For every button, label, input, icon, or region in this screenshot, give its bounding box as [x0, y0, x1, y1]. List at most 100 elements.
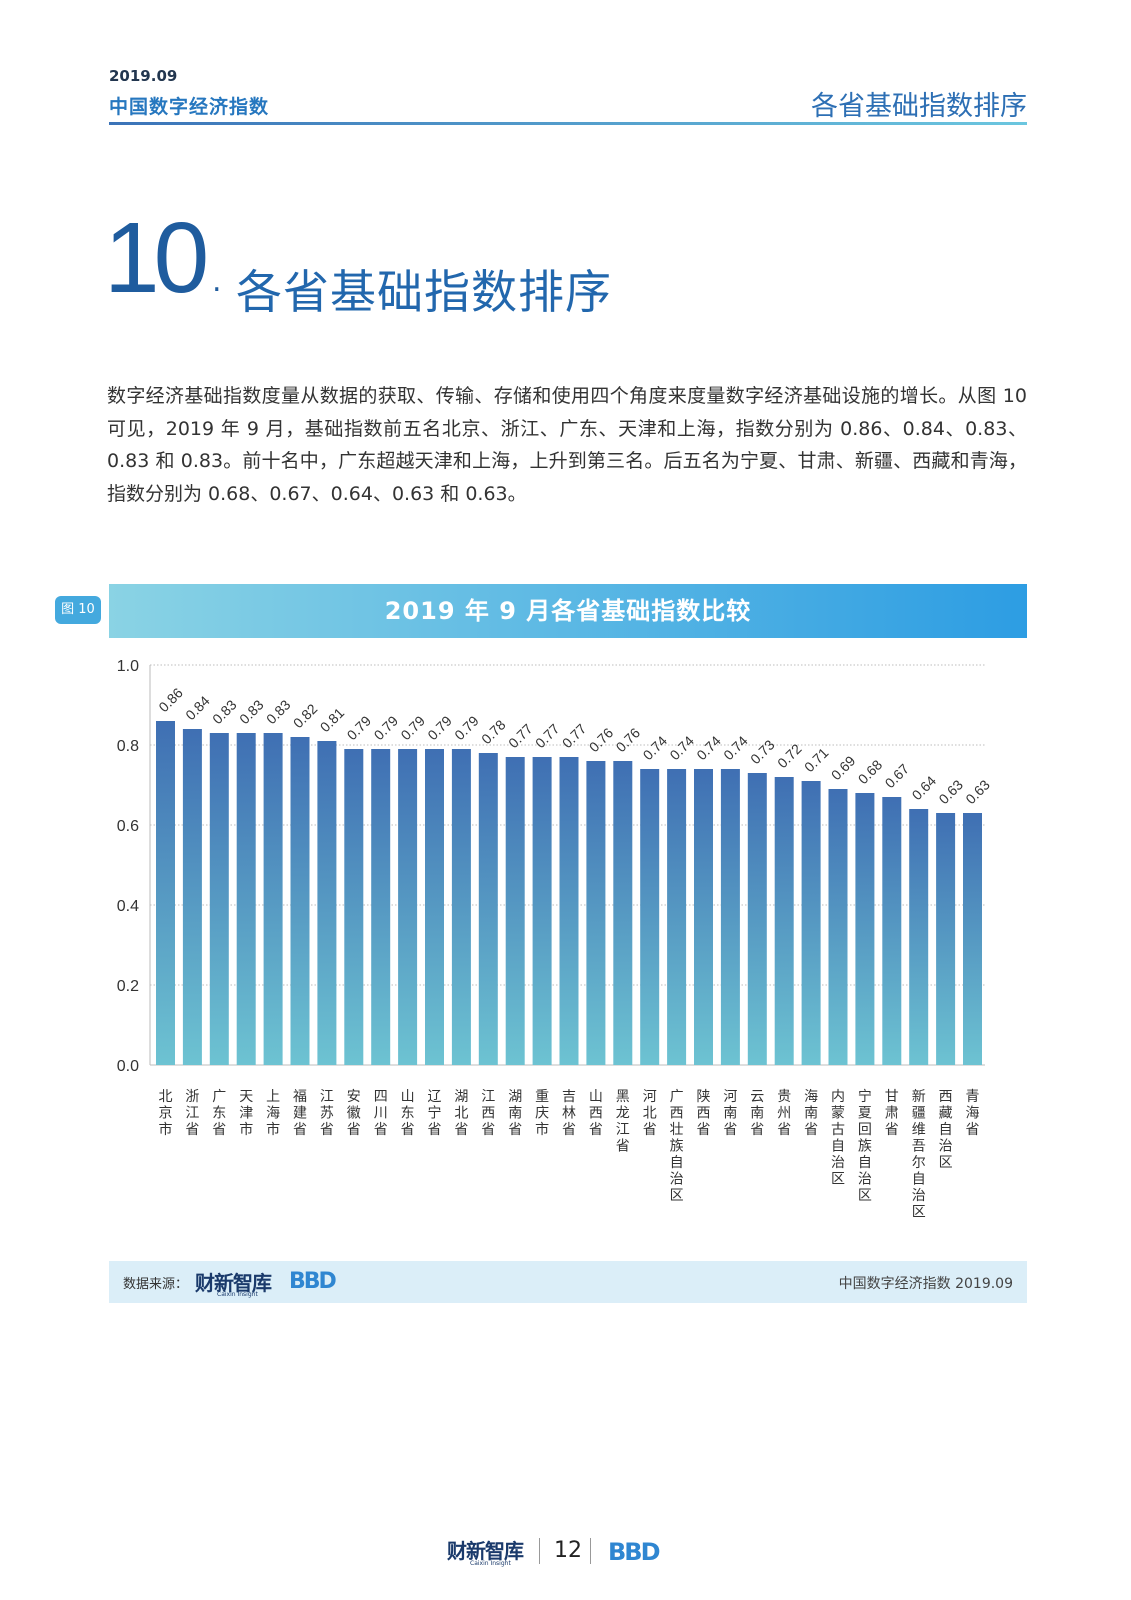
bar-value-label: 0.74 [720, 732, 751, 763]
bar [317, 741, 337, 1065]
x-category-label: 族 [858, 1139, 872, 1155]
x-category-label: 江 [481, 1089, 495, 1105]
bar-value-label: 0.74 [693, 732, 724, 763]
x-category-label: 安 [347, 1089, 361, 1105]
bar-value-label: 0.84 [182, 692, 213, 723]
bar [909, 809, 929, 1065]
x-category-label: 自 [831, 1139, 845, 1155]
x-category-label: 黑 [616, 1089, 630, 1105]
bar [182, 729, 202, 1065]
x-category-label: 龙 [616, 1106, 630, 1122]
x-category-label: 重 [535, 1089, 549, 1105]
x-category-label: 藏 [939, 1106, 953, 1122]
x-category-label: 肃 [885, 1106, 899, 1122]
y-tick-label: 0.2 [117, 978, 139, 995]
x-category-label: 西 [589, 1106, 603, 1122]
bar-value-label: 0.79 [451, 712, 482, 743]
bar-value-label: 0.73 [747, 736, 778, 767]
x-category-label: 海 [266, 1106, 280, 1122]
x-category-label: 徽 [347, 1106, 361, 1122]
x-category-label: 省 [454, 1122, 468, 1138]
x-category-label: 省 [697, 1122, 711, 1138]
bar [559, 757, 579, 1065]
source-bar: 数据来源： 财新智库 Caixin Insight BBD 中国数字经济指数 2… [109, 1261, 1027, 1303]
x-category-label: 自 [670, 1155, 684, 1171]
x-category-label: 省 [293, 1122, 307, 1138]
x-category-label: 尔 [912, 1155, 926, 1171]
body-paragraph: 数字经济基础指数度量从数据的获取、传输、存储和使用四个角度来度量数字经济基础设施… [107, 385, 1027, 505]
x-category-label: 省 [428, 1122, 442, 1138]
x-category-label: 海 [804, 1089, 818, 1105]
bar [613, 761, 633, 1065]
bar [398, 749, 418, 1065]
x-category-label: 治 [831, 1155, 845, 1171]
bar-value-label: 0.79 [424, 712, 455, 743]
footer-separator-right [590, 1538, 591, 1564]
figure-tag: 图 10 [55, 596, 101, 624]
x-category-label: 西 [697, 1106, 711, 1122]
x-category-label: 湖 [508, 1089, 522, 1105]
x-category-label: 省 [320, 1122, 334, 1138]
x-category-label: 江 [185, 1106, 199, 1122]
bar [801, 781, 821, 1065]
header-divider [109, 122, 1027, 125]
x-category-label: 西 [670, 1106, 684, 1122]
x-category-label: 壮 [670, 1122, 684, 1138]
bar [371, 749, 391, 1065]
x-category-label: 内 [831, 1089, 845, 1105]
x-category-label: 北 [454, 1106, 468, 1122]
bar [478, 753, 498, 1065]
x-category-label: 苏 [320, 1106, 334, 1122]
x-category-label: 省 [374, 1122, 388, 1138]
bar-value-label: 0.76 [586, 724, 617, 755]
x-category-label: 区 [939, 1155, 953, 1171]
bar-value-label: 0.77 [505, 720, 536, 751]
y-tick-label: 0.0 [117, 1058, 139, 1075]
section-title: 各省基础指数排序 [236, 265, 612, 319]
x-category-label: 山 [589, 1089, 603, 1105]
y-tick-label: 0.6 [117, 818, 139, 835]
source-label: 数据来源： [123, 1277, 189, 1292]
x-category-label: 省 [804, 1122, 818, 1138]
x-category-label: 宁 [858, 1088, 872, 1105]
x-category-label: 湖 [454, 1089, 468, 1105]
bar [344, 749, 364, 1065]
x-category-label: 南 [750, 1106, 764, 1122]
bar-value-label: 0.79 [371, 712, 402, 743]
x-category-label: 自 [939, 1122, 953, 1138]
x-category-label: 海 [966, 1106, 980, 1122]
x-category-label: 建 [293, 1106, 307, 1122]
header-date: 2019.09 [109, 67, 178, 85]
x-category-label: 治 [912, 1188, 926, 1204]
x-category-label: 东 [212, 1106, 226, 1122]
bar [747, 773, 767, 1065]
x-category-label: 治 [939, 1139, 953, 1155]
chart-title-banner: 2019 年 9 月各省基础指数比较 [109, 584, 1027, 638]
x-category-label: 天 [239, 1089, 253, 1105]
bar-value-label: 0.63 [962, 776, 993, 807]
x-category-label: 南 [804, 1106, 818, 1122]
x-category-label: 维 [912, 1122, 926, 1138]
bar [963, 813, 982, 1065]
bar-chart: 0.00.20.40.60.81.0 0.860.840.830.830.830… [117, 658, 993, 1221]
bar [209, 733, 229, 1065]
x-category-label: 省 [616, 1139, 630, 1155]
bar [263, 733, 283, 1065]
x-category-label: 川 [374, 1106, 388, 1122]
bar-value-label: 0.74 [666, 732, 697, 763]
bar [505, 757, 525, 1065]
x-category-label: 吾 [912, 1139, 926, 1155]
x-category-label: 河 [643, 1089, 657, 1105]
x-category-label: 自 [858, 1155, 872, 1171]
bar-value-label: 0.68 [855, 756, 886, 787]
x-category-label: 津 [239, 1106, 253, 1122]
x-category-label: 省 [401, 1122, 415, 1138]
x-category-label: 陕 [697, 1089, 711, 1105]
bar [774, 777, 794, 1065]
bar [882, 797, 902, 1065]
x-category-label: 省 [885, 1122, 899, 1138]
x-category-label: 省 [750, 1122, 764, 1138]
x-category-label: 市 [239, 1121, 253, 1138]
bar-value-label: 0.83 [209, 696, 240, 727]
bar [720, 769, 740, 1065]
